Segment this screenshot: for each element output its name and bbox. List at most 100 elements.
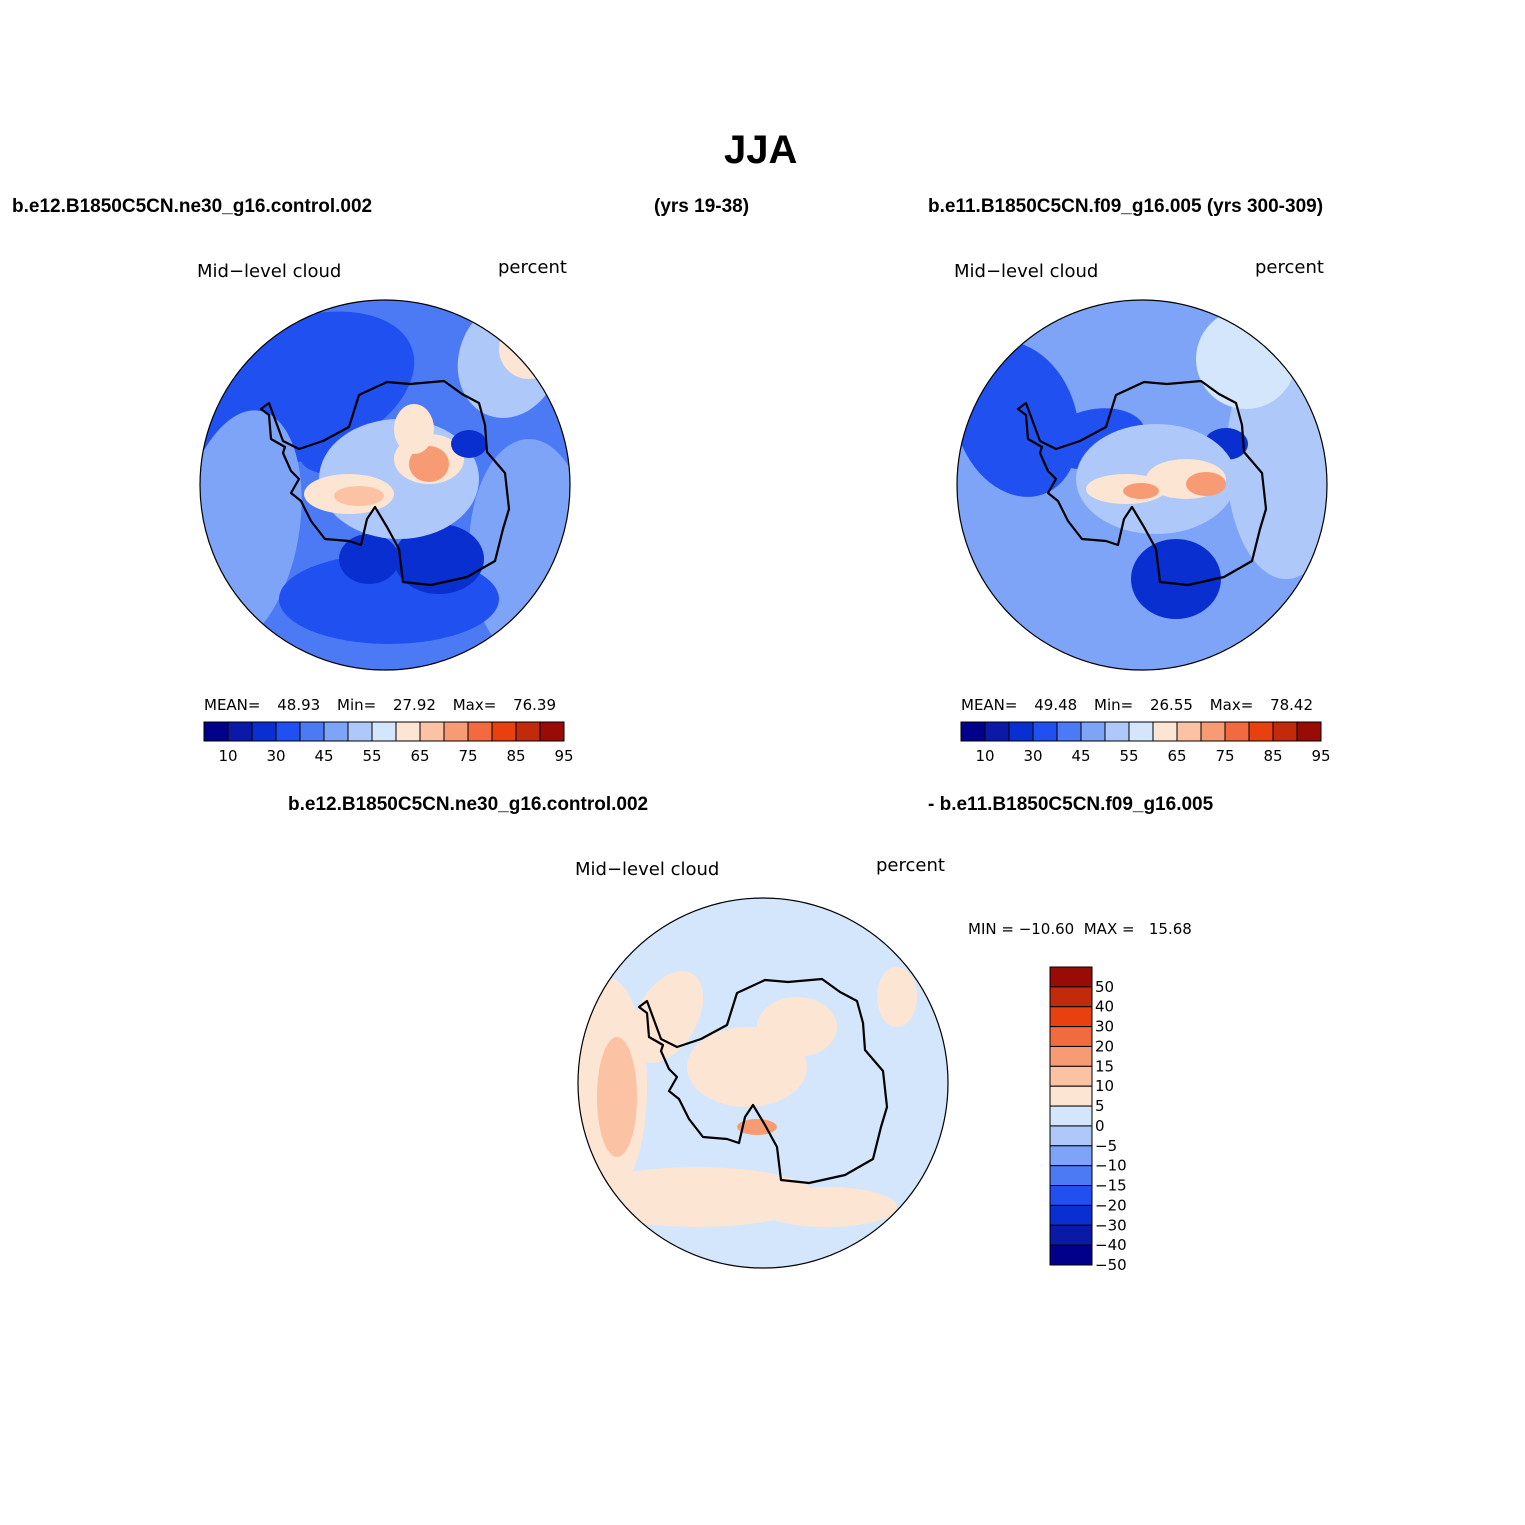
colorbar0-box (275, 721, 301, 742)
colorbar2-box (1049, 1204, 1093, 1226)
colorbar2-tick-label: −10 (1095, 1157, 1127, 1175)
map1-contour-region (1186, 472, 1226, 496)
colorbar2-tick-label: 15 (1095, 1057, 1114, 1075)
map2-contour-region (757, 1187, 897, 1227)
colorbar2-tick-label: 40 (1095, 998, 1114, 1016)
colorbar1-box (1272, 721, 1298, 742)
colorbar0-tick-label: 55 (362, 747, 381, 765)
colorbar1-box (1080, 721, 1106, 742)
colorbar0-box (491, 721, 517, 742)
map1-contour-region (1131, 539, 1221, 619)
panel2-mean-value: 49.48 (1034, 696, 1078, 714)
colorbar0-tick-label: 95 (554, 747, 573, 765)
colorbar1-box (1296, 721, 1322, 742)
colorbar2-tick-label: 5 (1095, 1097, 1105, 1115)
colorbar0-tick-label: 85 (506, 747, 525, 765)
colorbar1-box (1032, 721, 1058, 742)
map0-outline (199, 299, 571, 671)
colorbar1-tick-label: 30 (1023, 747, 1042, 765)
colorbar2-box (1049, 1244, 1093, 1266)
colorbar1-box (1056, 721, 1082, 742)
panel3-polar-map (577, 897, 949, 1269)
map0-contour-region (394, 524, 484, 594)
panel2-min-label: Min= (1094, 696, 1134, 714)
panel1-stats: MEAN= 48.93 Min= 27.92 Max= 76.39 (204, 696, 556, 714)
colorbar0-box (467, 721, 493, 742)
colorbar0-box (323, 721, 349, 742)
map2-contour-region (578, 1167, 817, 1227)
colorbar0-tick-label: 10 (218, 747, 237, 765)
colorbar2-box (1049, 1085, 1093, 1107)
colorbar0-tick-label: 45 (314, 747, 333, 765)
panel3-variable-label: Mid−level cloud (575, 859, 720, 880)
colorbar1-box (1224, 721, 1250, 742)
colorbar2-box (1049, 1165, 1093, 1187)
panel1-min-value: 27.92 (392, 696, 436, 714)
colorbar0-box (299, 721, 325, 742)
colorbar1-tick-label: 65 (1167, 747, 1186, 765)
colorbar0-box (371, 721, 397, 742)
map0-contour-region (339, 534, 399, 584)
panel2-colorbar: 10 30 45 55 65 75 85 95 (960, 721, 1331, 765)
map0-contour-region (451, 430, 487, 458)
colorbar2-box (1049, 1224, 1093, 1246)
panel1-max-value: 76.39 (513, 696, 557, 714)
colorbar0-tick-label: 75 (458, 747, 477, 765)
colorbar1-tick-label: 45 (1071, 747, 1090, 765)
colorbar2-box (1049, 1105, 1093, 1127)
panel1-max-label: Max= (452, 696, 497, 714)
panel2-max-label: Max= (1209, 696, 1254, 714)
colorbar2-box (1049, 966, 1093, 988)
case1-title: b.e12.B1850C5CN.ne30_g16.control.002 (12, 196, 373, 217)
colorbar0-box (347, 721, 373, 742)
panel1-mean-value: 48.93 (277, 696, 321, 714)
map2-outline (577, 897, 949, 1269)
colorbar1-box (960, 721, 986, 742)
colorbar2-tick-label: −50 (1095, 1256, 1127, 1274)
colorbar2-tick-label: −40 (1095, 1236, 1127, 1254)
diff-case2-title: - b.e11.B1850C5CN.f09_g16.005 (928, 794, 1214, 815)
map0-contour-region (409, 446, 449, 482)
colorbar1-box (1128, 721, 1154, 742)
colorbar2-tick-label: 10 (1095, 1077, 1114, 1095)
panel1-mean-label: MEAN= (204, 696, 261, 714)
colorbar0-box (539, 721, 565, 742)
colorbar1-box (1008, 721, 1034, 742)
panel2-polar-map (956, 299, 1328, 671)
map0-contour-region (334, 486, 384, 506)
colorbar2-tick-label: −20 (1095, 1196, 1127, 1214)
colorbar0-box (251, 721, 277, 742)
colorbar2-box (1049, 1185, 1093, 1206)
map1-field (957, 300, 1327, 670)
panel3-units-label: percent (876, 855, 945, 876)
colorbar1-box (1200, 721, 1226, 742)
colorbar2-box (1049, 1026, 1093, 1047)
panel1-units-label: percent (498, 257, 567, 278)
colorbar2-box (1049, 1065, 1093, 1087)
case2-title: b.e11.B1850C5CN.f09_g16.005 (yrs 300-309… (928, 196, 1324, 217)
panel1-min-label: Min= (337, 696, 377, 714)
panel2-variable-label: Mid−level cloud (954, 261, 1099, 282)
colorbar0-box (515, 721, 541, 742)
map0-contour-region (499, 319, 559, 379)
case1-years: (yrs 19-38) (654, 196, 750, 217)
colorbar0-box (443, 721, 469, 742)
colorbar2-tick-label: 30 (1095, 1018, 1114, 1036)
colorbar0-tick-label: 30 (266, 747, 285, 765)
map2-contour-region (737, 1119, 777, 1135)
panel2-min-value: 26.55 (1149, 696, 1193, 714)
colorbar2-tick-label: 50 (1095, 978, 1114, 996)
colorbar1-tick-label: 10 (975, 747, 994, 765)
map2-coastline (637, 977, 889, 1185)
panel2-stats: MEAN= 49.48 Min= 26.55 Max= 78.42 (961, 696, 1313, 714)
colorbar2-tick-label: −30 (1095, 1216, 1127, 1234)
map1-contour-region (1123, 483, 1159, 499)
colorbar2-tick-label: −5 (1095, 1137, 1117, 1155)
map1-contour-region (1006, 549, 1166, 629)
colorbar1-box (1104, 721, 1130, 742)
map0-contour-region (469, 439, 570, 659)
map2-contour-region (630, 971, 704, 1063)
page-title: JJA (724, 128, 798, 172)
colorbar2-box (1049, 1145, 1093, 1167)
